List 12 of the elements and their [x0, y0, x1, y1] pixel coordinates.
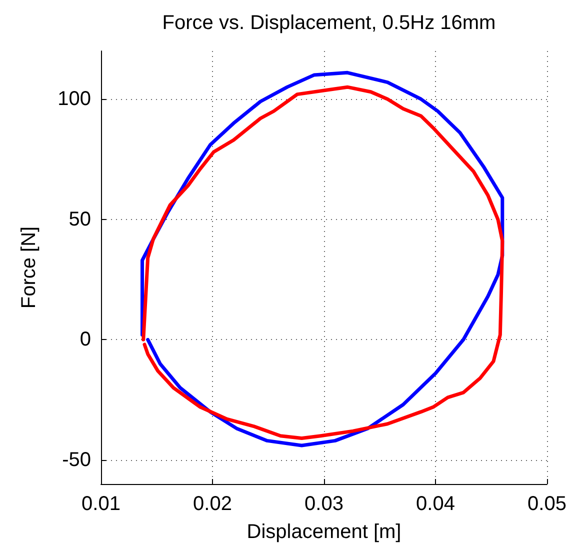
- x-tick-label: 0.02: [193, 493, 232, 515]
- x-tick-label: 0.05: [528, 493, 566, 515]
- y-tick-label: 0: [80, 328, 91, 351]
- chart-title: Force vs. Displacement, 0.5Hz 16mm: [162, 12, 496, 34]
- y-tick-label: -50: [62, 448, 91, 471]
- y-axis-title: Force [N]: [18, 226, 40, 309]
- y-tick-label: 50: [68, 208, 91, 230]
- x-tick-label: 0.04: [416, 493, 455, 515]
- x-tick-label: 0.01: [82, 493, 120, 515]
- y-tick-label: 100: [58, 88, 91, 110]
- x-axis-title: Displacement [m]: [246, 521, 402, 543]
- x-tick-label: 0.03: [304, 493, 344, 515]
